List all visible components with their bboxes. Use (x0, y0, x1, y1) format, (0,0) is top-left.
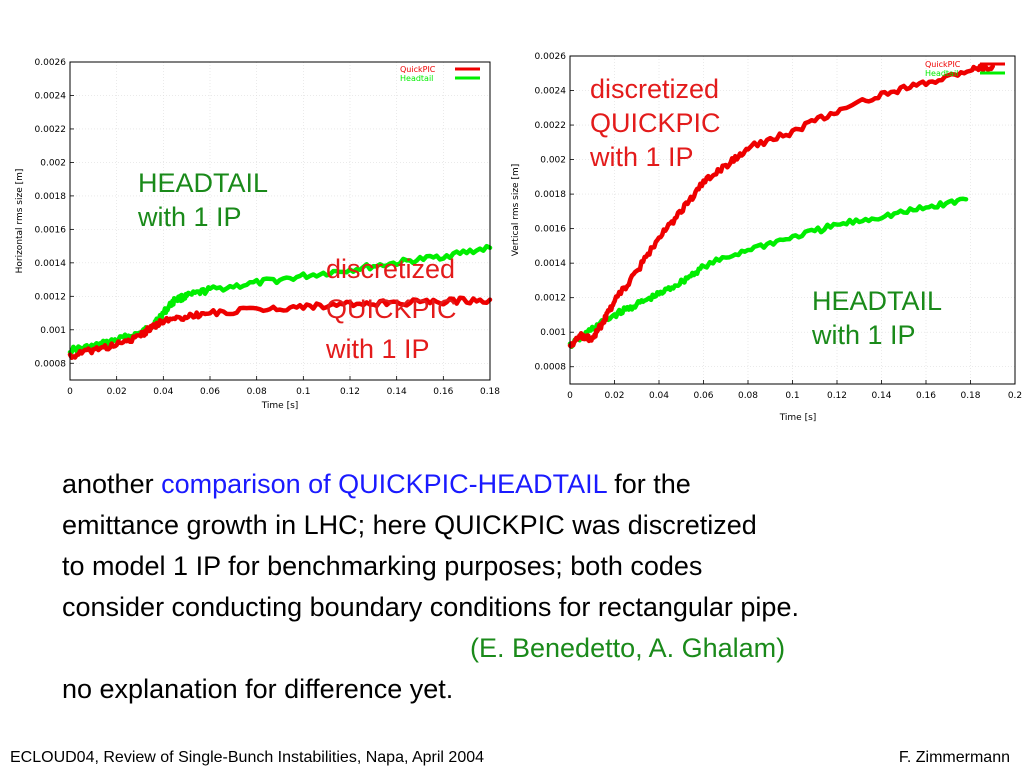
series-line-quickpic (567, 62, 995, 349)
x-tick-label: 0.1 (296, 387, 310, 397)
description-line-2: emittance growth in LHC; here QUICKPIC w… (62, 510, 757, 540)
y-tick-label: 0.001 (40, 326, 66, 336)
y-tick-label: 0.0014 (535, 259, 567, 269)
description-line-1: another comparison of QUICKPIC-HEADTAIL … (62, 464, 1012, 505)
x-tick-label: 0.02 (107, 387, 127, 397)
y-tick-label: 0.0022 (35, 125, 67, 135)
y-axis-label: Vertical rms size [m] (511, 164, 521, 257)
series-line-headtail (67, 243, 493, 355)
x-tick-label: 0.18 (960, 391, 980, 401)
y-tick-label: 0.002 (540, 156, 566, 166)
y-axis-label: Horizontal rms size [m] (15, 169, 25, 274)
authors-credit: (E. Benedetto, A. Ghalam) (470, 633, 786, 663)
annotation-text: QUICKPIC (326, 294, 457, 324)
y-tick-label: 0.001 (540, 328, 566, 338)
x-tick-label: 0.08 (247, 387, 267, 397)
annotation-text: discretized (326, 254, 455, 284)
annotation-text: HEADTAIL (138, 168, 268, 198)
x-tick-label: 0.2 (1008, 391, 1022, 401)
legend-label: QuickPIC (925, 60, 961, 69)
x-tick-label: 0.16 (916, 391, 936, 401)
charts-figure: 0 0.02 0.04 0.06 0.08 0.1 0.12 0.14 0.16 0.18 0.00… (15, 52, 1022, 423)
y-tick-label: 0.0024 (535, 87, 567, 97)
description-line-3: to model 1 IP for benchmarking purposes;… (62, 551, 703, 581)
y-tick-label: 0.0008 (35, 359, 67, 369)
footer-right: F. Zimmermann (898, 749, 1010, 766)
annotation-text: QUICKPIC (590, 108, 721, 138)
annotation-text: with 1 IP (325, 334, 430, 364)
x-tick-label: 0.04 (649, 391, 669, 401)
series-line-quickpic (67, 295, 493, 360)
y-tick-label: 0.0012 (535, 294, 567, 304)
y-tick-label: 0.0014 (35, 259, 67, 269)
x-axis-label: Time [s] (261, 401, 299, 411)
x-tick-label: 0.08 (738, 391, 758, 401)
annotation-text: with 1 IP (137, 202, 242, 232)
vertical-rms-chart: 0 0.02 0.04 0.06 0.08 0.1 0.12 0.14 0.16 0.18 0.2 0… (511, 52, 1022, 423)
y-tick-label: 0.0012 (35, 292, 67, 302)
x-tick-label: 0.06 (693, 391, 713, 401)
y-tick-label: 0.0016 (35, 225, 67, 235)
text-another: another (62, 469, 162, 499)
annotation-text: HEADTAIL (812, 286, 942, 316)
y-tick-label: 0.002 (40, 158, 66, 168)
y-tick-label: 0.0026 (35, 58, 67, 68)
annotation-text: with 1 IP (811, 320, 916, 350)
y-tick-label: 0.0024 (35, 91, 67, 101)
x-tick-label: 0.06 (200, 387, 220, 397)
annotation-text: discretized (590, 74, 719, 104)
series-line-headtail (567, 196, 969, 350)
grid (569, 55, 1016, 384)
footer-left: ECLOUD04, Review of Single-Bunch Instabi… (10, 749, 485, 766)
x-tick-label: 0.18 (480, 387, 500, 397)
x-tick-label: 0.12 (827, 391, 847, 401)
annotation-text: with 1 IP (589, 142, 694, 172)
x-tick-label: 0.12 (340, 387, 360, 397)
description-line-4: consider conducting boundary conditions … (62, 592, 799, 622)
x-tick-label: 0.1 (785, 391, 799, 401)
x-tick-label: 0 (67, 387, 73, 397)
plot-frame (69, 61, 491, 381)
description-text: another comparison of QUICKPIC-HEADTAIL … (62, 464, 1012, 710)
highlight-comparison: comparison of QUICKPIC-HEADTAIL (161, 469, 607, 499)
y-tick-label: 0.0026 (535, 52, 567, 62)
y-tick-label: 0.0018 (535, 190, 567, 200)
x-tick-label: 0.16 (433, 387, 453, 397)
y-tick-label: 0.0008 (535, 363, 567, 373)
x-tick-label: 0.14 (871, 391, 891, 401)
x-tick-label: 0.02 (604, 391, 624, 401)
legend-label: Headtail (925, 69, 958, 78)
plot-frame (569, 55, 1016, 385)
x-axis-label: Time [s] (779, 413, 817, 423)
y-tick-label: 0.0022 (535, 121, 567, 131)
legend-label: Headtail (400, 74, 433, 83)
y-tick-label: 0.0016 (535, 225, 567, 235)
description-line-6: no explanation for difference yet. (62, 674, 454, 704)
text-for-the: for the (606, 469, 691, 499)
x-tick-label: 0.14 (387, 387, 407, 397)
legend-label: QuickPIC (400, 65, 436, 74)
horizontal-rms-chart: 0 0.02 0.04 0.06 0.08 0.1 0.12 0.14 0.16 0.18 0.00… (15, 58, 500, 411)
y-tick-label: 0.0018 (35, 192, 67, 202)
x-tick-label: 0 (567, 391, 573, 401)
x-tick-label: 0.04 (153, 387, 173, 397)
